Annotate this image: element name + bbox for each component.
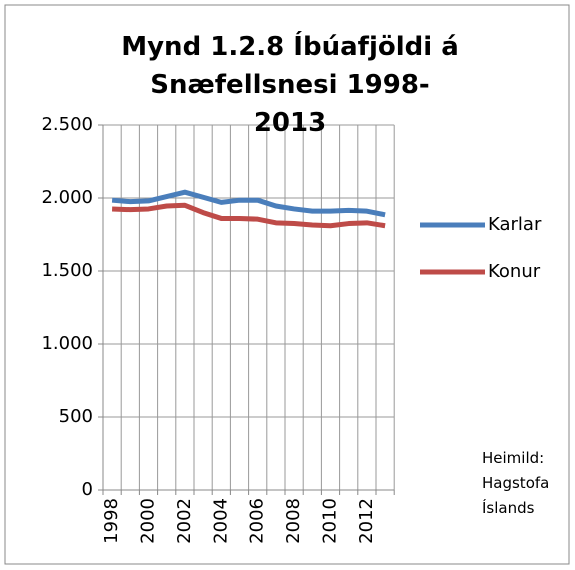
chart-title: Mynd 1.2.8 Íbúafjöldi á Snæfellsnesi 199… — [121, 32, 459, 138]
line-series — [111, 202, 386, 229]
y-tick-label: 1.000 — [41, 333, 93, 354]
x-tick-label: 2006 — [247, 498, 268, 544]
x-tick-label: 2002 — [174, 498, 195, 544]
y-tick-label: 2.000 — [41, 187, 93, 208]
x-tick-label: 2012 — [356, 498, 377, 544]
legend-label: Konur — [488, 261, 541, 282]
y-tick-label: 500 — [59, 406, 93, 427]
y-tick-label: 1.500 — [41, 260, 93, 281]
legend-label: Karlar — [488, 214, 542, 235]
line-series — [111, 189, 386, 218]
x-tick-label: 2000 — [138, 498, 159, 544]
y-tick-label: 2.500 — [41, 114, 93, 135]
x-tick-label: 2008 — [283, 498, 304, 544]
x-tick-label: 1998 — [101, 498, 122, 544]
chart-border — [4, 4, 570, 565]
source-note: Heimild: Hagstofa Íslands — [482, 449, 550, 517]
x-tick-label: 2010 — [320, 498, 341, 544]
x-tick-label: 2004 — [210, 498, 231, 544]
y-tick-label: 0 — [82, 479, 93, 500]
